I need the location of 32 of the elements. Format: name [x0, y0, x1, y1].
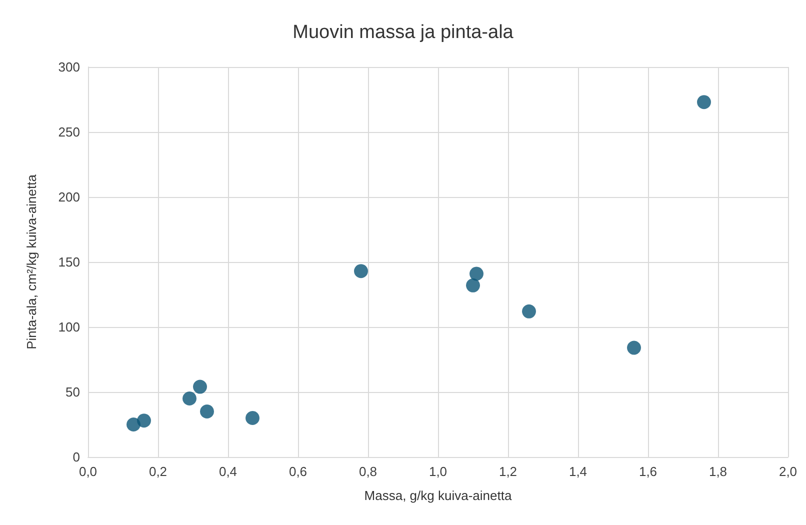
x-tick-label: 0,4 [218, 464, 238, 479]
point [522, 304, 536, 318]
x-tick-label: 0,6 [288, 464, 308, 479]
y-tick-label: 100 [58, 320, 80, 334]
point [627, 340, 641, 355]
chart-title: Muovin massa ja pinta-ala [292, 22, 514, 43]
x-tick-label: 1,6 [638, 464, 658, 479]
x-tick-label: 1,8 [708, 464, 728, 479]
y-tick-label: 0 [72, 450, 80, 464]
point [354, 264, 368, 278]
point [137, 414, 151, 428]
point [193, 380, 207, 394]
point [466, 278, 480, 292]
x-tick-label: 0,2 [148, 464, 168, 479]
x-axis-title: Massa, g/kg kuiva-ainetta [364, 488, 512, 503]
x-tick-label: 1,0 [428, 464, 448, 479]
point [200, 404, 214, 418]
y-axis-title: Pinta-ala, cm²/kg kuiva-ainetta [24, 174, 39, 350]
point [697, 95, 711, 110]
y-tick-label: 150 [58, 254, 80, 270]
y-tick-label: 300 [58, 60, 80, 74]
x-tick-label: 0,0 [78, 464, 98, 479]
y-tick-label: 250 [58, 124, 80, 140]
x-tick-label: 1,2 [498, 464, 518, 479]
x-tick-label: 2,0 [778, 464, 798, 479]
point [470, 266, 484, 281]
y-tick-label: 50 [66, 384, 80, 400]
point [246, 411, 260, 425]
x-tick-label: 1,4 [568, 464, 588, 479]
y-tick-label: 200 [58, 190, 80, 204]
point [182, 392, 196, 406]
x-tick-label: 0,8 [358, 464, 378, 479]
